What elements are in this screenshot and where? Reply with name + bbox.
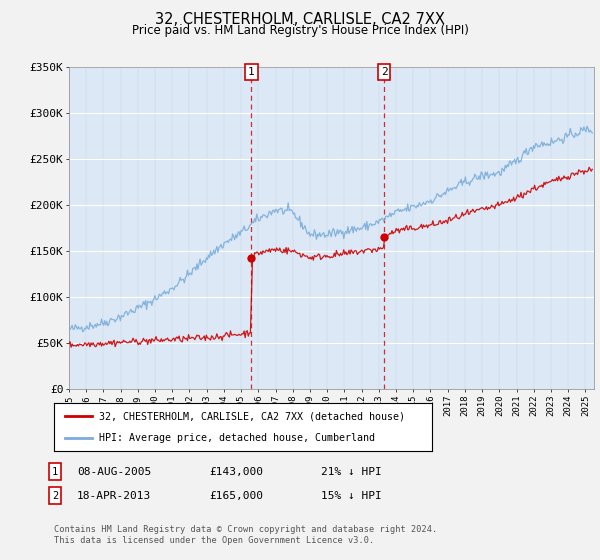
- Text: HPI: Average price, detached house, Cumberland: HPI: Average price, detached house, Cumb…: [100, 433, 376, 443]
- Text: Contains HM Land Registry data © Crown copyright and database right 2024.
This d: Contains HM Land Registry data © Crown c…: [54, 525, 437, 545]
- Text: £165,000: £165,000: [209, 491, 263, 501]
- Text: 15% ↓ HPI: 15% ↓ HPI: [321, 491, 382, 501]
- Text: £143,000: £143,000: [209, 466, 263, 477]
- Text: 32, CHESTERHOLM, CARLISLE, CA2 7XX (detached house): 32, CHESTERHOLM, CARLISLE, CA2 7XX (deta…: [100, 411, 406, 421]
- Text: 2: 2: [380, 67, 388, 77]
- Text: 2: 2: [52, 491, 58, 501]
- Text: 32, CHESTERHOLM, CARLISLE, CA2 7XX: 32, CHESTERHOLM, CARLISLE, CA2 7XX: [155, 12, 445, 27]
- Text: Price paid vs. HM Land Registry's House Price Index (HPI): Price paid vs. HM Land Registry's House …: [131, 24, 469, 36]
- Text: 1: 1: [248, 67, 255, 77]
- Text: 1: 1: [52, 466, 58, 477]
- Text: 08-AUG-2005: 08-AUG-2005: [77, 466, 151, 477]
- Text: 21% ↓ HPI: 21% ↓ HPI: [321, 466, 382, 477]
- Text: 18-APR-2013: 18-APR-2013: [77, 491, 151, 501]
